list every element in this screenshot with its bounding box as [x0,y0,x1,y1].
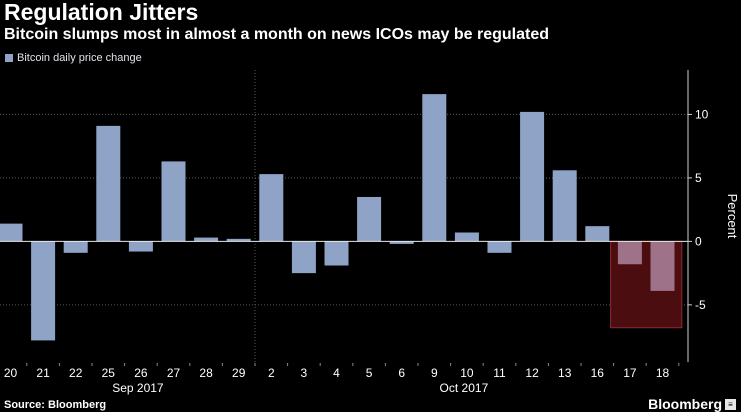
bar [454,232,479,242]
bar [617,241,642,265]
bar [520,111,545,242]
y-tick-label: 0 [695,234,702,248]
x-tick-label: 17 [623,366,637,380]
bar [487,241,512,253]
chart-title: Regulation Jitters [4,0,199,25]
x-tick-label: 20 [4,366,18,380]
x-tick-label: 22 [69,366,83,380]
bar [650,241,675,291]
y-tick-label: -5 [695,298,706,312]
x-tick-label: 21 [36,366,50,380]
bar [259,174,284,242]
x-tick-label: 28 [199,366,213,380]
bar [291,241,316,274]
legend: Bitcoin daily price change [5,52,142,64]
x-tick-label: 2 [268,366,275,380]
x-tick-label: 5 [366,366,373,380]
x-tick-label: 25 [102,366,116,380]
legend-swatch [5,54,13,62]
bar [357,196,382,242]
x-tick-label: 27 [167,366,181,380]
x-tick-label: 4 [333,366,340,380]
y-tick-label: 5 [695,171,702,185]
brand-logo: Bloomberg ≡ [648,396,736,412]
bar [324,241,349,266]
source-note: Source: Bloomberg [4,399,107,411]
bar [552,170,577,242]
bar [194,237,219,242]
bar [0,223,23,242]
y-tick-label: 10 [695,107,709,121]
x-tick-label: 9 [431,366,438,380]
bar [161,161,186,242]
legend-label: Bitcoin daily price change [17,52,142,64]
bar [422,94,447,242]
y-axis-label: Percent [725,194,740,239]
x-tick-label: 13 [558,366,572,380]
bar [128,241,153,252]
x-tick-label: 18 [656,366,670,380]
bar [226,238,251,242]
x-month-label: Oct 2017 [440,381,489,395]
x-tick-label: 10 [460,366,474,380]
x-tick-label: 26 [134,366,148,380]
x-tick-label: 6 [398,366,405,380]
chart-subtitle: Bitcoin slumps most in almost a month on… [4,26,549,43]
brand-mark-icon: ≡ [725,398,736,410]
bar [389,241,414,244]
x-tick-label: 11 [493,366,506,380]
bar [63,241,88,253]
bar [31,241,56,341]
brand-name: Bloomberg [648,396,722,412]
x-tick-label: 12 [525,366,539,380]
x-month-label: Sep 2017 [112,381,164,395]
x-tick-label: 29 [232,366,246,380]
bar [96,125,121,242]
x-tick-label: 16 [591,366,605,380]
x-tick-label: 3 [301,366,308,380]
bar [585,226,610,242]
